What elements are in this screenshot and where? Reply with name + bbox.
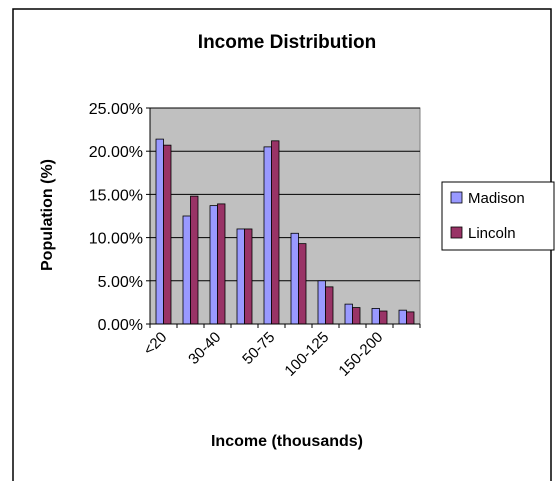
bar-madison-3 bbox=[236, 228, 245, 325]
y-tick-label: 10.00% bbox=[89, 231, 143, 248]
bar-madison-9 bbox=[398, 309, 407, 325]
bar-madison-0 bbox=[155, 138, 164, 325]
legend: Madison Lincoln bbox=[441, 181, 555, 251]
bar-madison-7 bbox=[344, 303, 353, 325]
bar-madison-8 bbox=[371, 308, 380, 325]
x-tick-label: 30-40 bbox=[185, 329, 224, 368]
y-axis-label: Population (%) bbox=[39, 159, 56, 271]
x-axis-label: Income (thousands) bbox=[211, 433, 363, 450]
bar-madison-1 bbox=[182, 215, 191, 325]
bar-lincoln-1 bbox=[190, 195, 199, 325]
bar-lincoln-4 bbox=[271, 140, 280, 325]
y-tick-label: 25.00% bbox=[89, 101, 143, 118]
bar-lincoln-2 bbox=[217, 203, 226, 325]
legend-label-lincoln: Lincoln bbox=[468, 225, 516, 242]
legend-label-madison: Madison bbox=[468, 190, 525, 207]
legend-swatch-lincoln bbox=[450, 226, 463, 239]
x-tick-label: 50-75 bbox=[239, 329, 278, 368]
bar-madison-2 bbox=[209, 205, 218, 325]
chart-title: Income Distribution bbox=[198, 32, 376, 53]
y-axis-ticks: 0.00% 5.00% 10.00% 15.00% 20.00% 25.00% bbox=[89, 101, 150, 334]
bars bbox=[155, 138, 415, 325]
bar-madison-5 bbox=[290, 232, 299, 325]
legend-swatch-madison bbox=[450, 191, 463, 204]
y-tick-label: 15.00% bbox=[89, 187, 143, 204]
bar-lincoln-5 bbox=[298, 243, 307, 325]
x-tick-label: 100-125 bbox=[281, 329, 332, 380]
bar-lincoln-0 bbox=[163, 144, 172, 325]
bar-lincoln-6 bbox=[325, 286, 334, 325]
y-tick-label: 20.00% bbox=[89, 144, 143, 161]
x-axis-ticks: <20 30-40 50-75 100-125 150-200 bbox=[140, 324, 421, 380]
bar-lincoln-8 bbox=[379, 310, 388, 325]
bar-madison-4 bbox=[263, 146, 272, 325]
x-tick-label: <20 bbox=[140, 329, 170, 359]
y-tick-label: 0.00% bbox=[98, 317, 143, 334]
bar-lincoln-7 bbox=[352, 307, 361, 325]
x-tick-label: 150-200 bbox=[335, 329, 386, 380]
y-tick-label: 5.00% bbox=[98, 274, 143, 291]
bar-lincoln-9 bbox=[406, 311, 415, 325]
bar-lincoln-3 bbox=[244, 228, 253, 325]
bar-madison-6 bbox=[317, 280, 326, 325]
